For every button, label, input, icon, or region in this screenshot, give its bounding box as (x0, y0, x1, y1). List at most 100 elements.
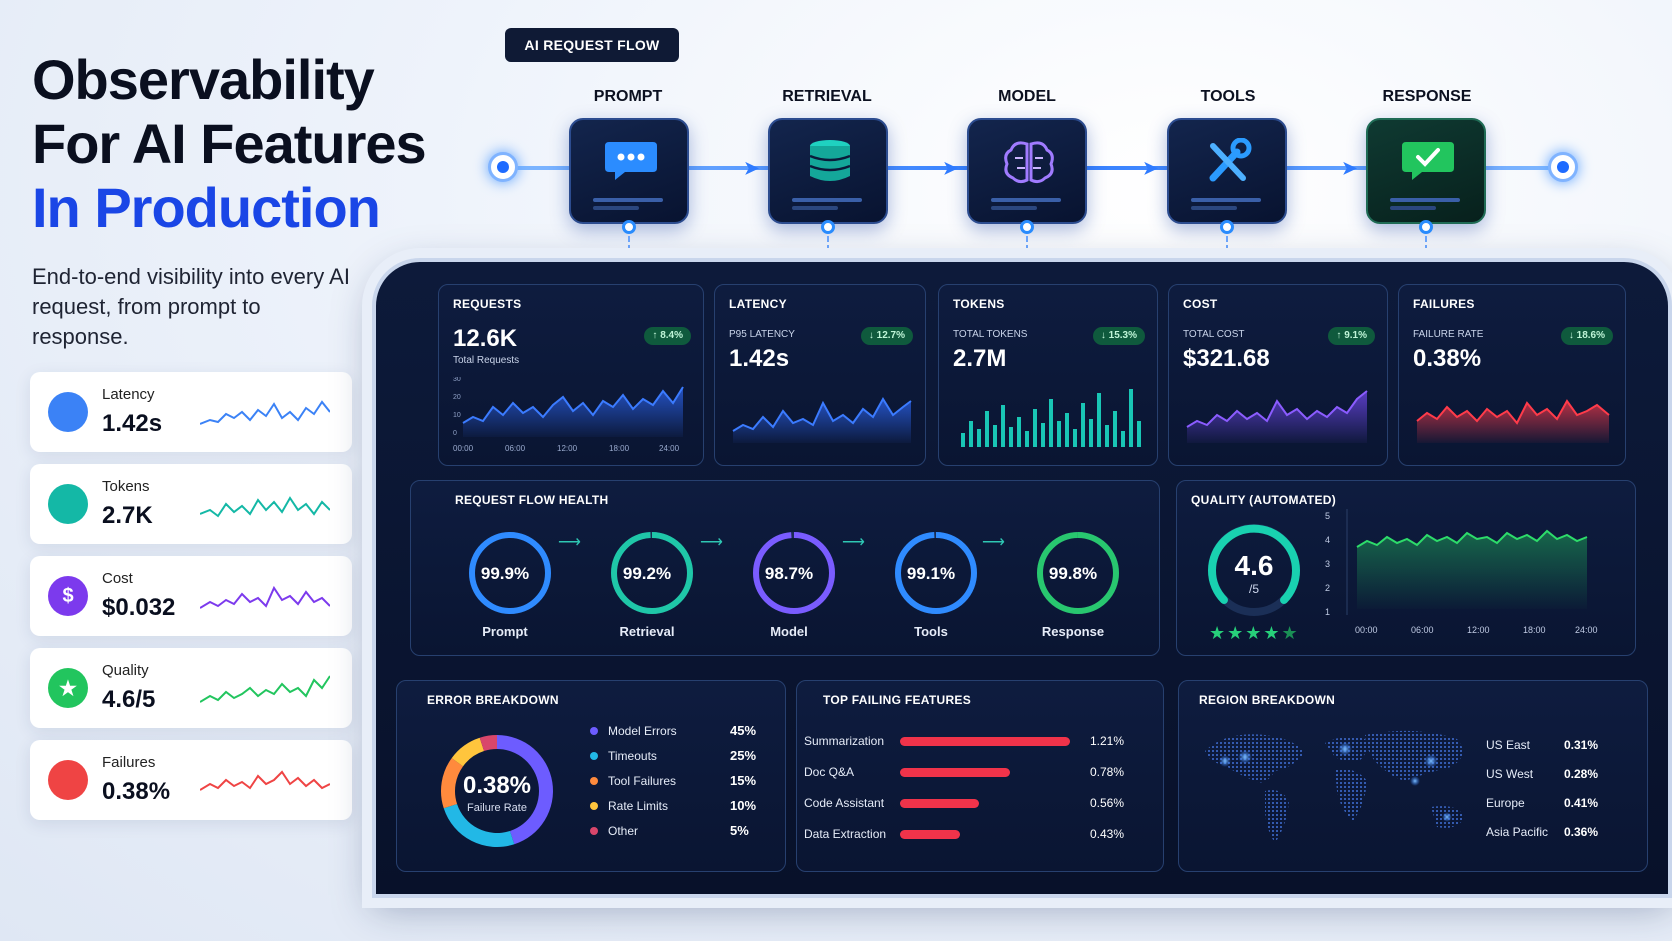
arrow-right-icon: ➤ (1342, 158, 1358, 178)
star-rating: ★★★★★ (1209, 623, 1300, 643)
y-tick: 3 (1325, 559, 1330, 569)
feature-name[interactable]: Code Assistant (804, 796, 885, 810)
ring-progress (753, 532, 835, 614)
tokens-chart (961, 389, 1141, 447)
health-ring-chart (611, 532, 693, 614)
kpi-latency[interactable]: LATENCY P95 LATENCY 1.42s ↓ 12.7% (714, 284, 926, 466)
quality-gauge: 4.6 /5 (1208, 524, 1300, 616)
health-ring-response[interactable]: 99.8% Response (1030, 530, 1126, 639)
region-name[interactable]: Europe (1486, 796, 1525, 810)
svg-text:00:00: 00:00 (453, 444, 474, 453)
ring-value: 99.9% (480, 564, 530, 583)
flow-step-response[interactable] (1366, 118, 1486, 224)
metric-card-failures[interactable]: Failures 0.38% (30, 740, 352, 820)
legend-item[interactable]: Tool Failures (590, 774, 676, 788)
kpi-title: FAILURES (1413, 297, 1475, 311)
flow-step-label: RESPONSE (1382, 88, 1472, 105)
ring-progress (611, 532, 693, 614)
region-rate: 0.36% (1564, 825, 1599, 839)
flow-pin (1220, 220, 1234, 234)
ring-label: Response (1041, 624, 1105, 639)
kpi-value: 1.42s (729, 345, 790, 372)
requests-chart: 30 20 10 0 00:00 06:00 12:00 18:00 24:00 (453, 377, 684, 453)
ring-value: 99.8% (1048, 564, 1098, 583)
world-map (1205, 730, 1465, 843)
error-breakdown[interactable]: ERROR BREAKDOWN 0.38% Failure Rate (396, 680, 786, 872)
flow-step-model[interactable] (967, 118, 1087, 224)
ring-progress (1037, 532, 1119, 614)
health-ring-retrieval[interactable]: 99.2% Retrieval (604, 530, 700, 639)
arrow-right-icon: ➤ (744, 158, 760, 178)
flow-step-retrieval[interactable] (768, 118, 888, 224)
donut-slice (441, 758, 464, 809)
legend-item[interactable]: Other (590, 824, 638, 838)
kpi-failures[interactable]: FAILURES FAILURE RATE 0.38% ↓ 18.6% (1398, 284, 1626, 466)
health-ring-chart (895, 532, 977, 614)
feature-name[interactable]: Data Extraction (804, 827, 887, 841)
metric-card-quality[interactable]: ★ Quality 4.6/5 (30, 648, 352, 728)
flow-start-node (488, 152, 518, 182)
kpi-requests[interactable]: REQUESTS 12.6K Total Requests ↑ 8.4% 30 … (438, 284, 704, 466)
health-ring-prompt[interactable]: 99.9% Prompt (462, 530, 558, 639)
kpi-tokens[interactable]: TOKENS TOTAL TOKENS 2.7M ↓ 15.3% (938, 284, 1158, 466)
legend-percent: 15% (730, 773, 757, 788)
x-tick: 00:00 (1355, 625, 1378, 635)
feature-failure-bar (900, 768, 1010, 777)
x-tick: 24:00 (1575, 625, 1598, 635)
flow-step-label: MODEL (998, 88, 1056, 105)
feature-name[interactable]: Doc Q&A (804, 765, 855, 779)
region-name[interactable]: US East (1486, 738, 1531, 752)
flow-pin (622, 220, 636, 234)
legend-label: Rate Limits (608, 799, 669, 813)
delta-badge: ↓ 15.3% (1092, 327, 1145, 345)
svg-text:12:00: 12:00 (557, 444, 578, 453)
legend-item[interactable]: Timeouts (590, 749, 657, 763)
y-tick: 1 (1325, 607, 1330, 617)
metric-card-tokens[interactable]: Tokens 2.7K (30, 464, 352, 544)
kpi-value: 0.38% (1413, 345, 1482, 372)
region-name[interactable]: Asia Pacific (1486, 825, 1549, 839)
svg-text:24:00: 24:00 (659, 444, 680, 453)
legend-item[interactable]: Model Errors (590, 724, 677, 738)
hero-title-line2: For AI Features (32, 112, 427, 175)
donut-slice (497, 735, 553, 845)
quality-panel[interactable]: QUALITY (AUTOMATED) 4.6 /5 ★★★★★ 5 4 3 2… (1176, 480, 1636, 656)
metric-card-latency[interactable]: Latency 1.42s (30, 372, 352, 452)
health-ring-tools[interactable]: 99.1% Tools (888, 530, 984, 639)
metric-card-label: Cost (102, 570, 133, 587)
donut-slice (479, 735, 497, 752)
legend-dot (590, 777, 598, 785)
kpi-title: LATENCY (729, 297, 787, 311)
arrow-right-icon: ⟶ (842, 534, 865, 551)
flow-step-tools[interactable] (1167, 118, 1287, 224)
legend-item[interactable]: Rate Limits (590, 799, 668, 813)
health-ring-model[interactable]: 98.7% Model (746, 530, 842, 639)
warning-icon (48, 760, 239, 802)
arrow-right-icon: ➤ (943, 158, 959, 178)
chip-icon (48, 484, 238, 526)
y-tick: 4 (1325, 535, 1330, 545)
legend-dot (590, 827, 598, 835)
kpi-title: REQUESTS (453, 297, 522, 311)
quality-score: 4.6 (1235, 550, 1274, 581)
kpi-note: Total Requests (453, 355, 520, 366)
delta-badge: ↑ 9.1% (1328, 327, 1375, 345)
flow-step-label: PROMPT (593, 88, 663, 105)
region-breakdown[interactable]: REGION BREAKDOWN (1178, 680, 1648, 872)
kpi-title: TOKENS (953, 297, 1005, 311)
ring-label: Model (770, 624, 808, 639)
flow-step-label: RETRIEVAL (782, 88, 872, 105)
metric-card-label: Latency (102, 386, 155, 403)
flow-step-prompt[interactable] (569, 118, 689, 224)
panel-title: TOP FAILING FEATURES (823, 693, 972, 707)
region-name[interactable]: US West (1486, 767, 1534, 781)
feature-name[interactable]: Summarization (804, 734, 885, 748)
request-flow-health[interactable]: REQUEST FLOW HEALTH (410, 480, 1160, 656)
y-tick: 30 (453, 377, 461, 383)
kpi-cost[interactable]: COST TOTAL COST $321.68 ↑ 9.1% (1168, 284, 1388, 466)
arrow-right-icon: ⟶ (558, 534, 581, 551)
metric-card-label: Quality (102, 662, 149, 679)
feature-failure-bar (900, 830, 960, 839)
kpi-value: 12.6K (453, 325, 518, 352)
metric-card-cost[interactable]: $ Cost $0.032 (30, 556, 352, 636)
